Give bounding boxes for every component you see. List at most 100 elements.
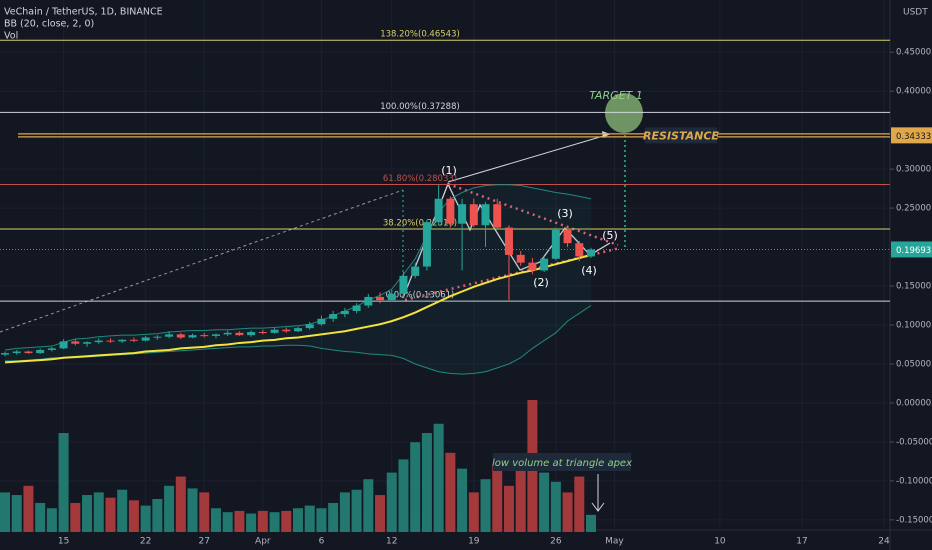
bb-fill bbox=[5, 184, 591, 375]
candle-body bbox=[540, 258, 549, 271]
candle-body bbox=[481, 204, 490, 226]
candle-body bbox=[188, 335, 197, 338]
candle-body bbox=[165, 334, 174, 337]
fib-label: 138.20%(0.46543) bbox=[380, 30, 460, 40]
volume-bar bbox=[23, 485, 34, 532]
y-tick-label: 0.10000 bbox=[896, 321, 931, 331]
volume-bar bbox=[210, 508, 221, 532]
candle-body bbox=[317, 318, 326, 325]
volume-bar bbox=[281, 510, 292, 532]
bb-basis bbox=[4, 253, 592, 364]
candle-body bbox=[294, 328, 302, 332]
volume-bar bbox=[46, 508, 57, 532]
price-tag bbox=[891, 127, 932, 144]
projection-arrow bbox=[447, 133, 611, 183]
candle-body bbox=[247, 332, 256, 336]
volume-bar bbox=[398, 459, 409, 532]
volume-bar bbox=[70, 502, 81, 532]
volume-bar bbox=[433, 423, 444, 532]
volume-bar bbox=[480, 479, 491, 532]
candle-body bbox=[153, 336, 162, 338]
candle-body bbox=[270, 329, 279, 333]
price-tag bbox=[891, 241, 932, 258]
trend-line bbox=[0, 189, 404, 333]
volume-bar bbox=[421, 433, 432, 532]
x-tick-label: 10 bbox=[714, 537, 726, 547]
volume-bar bbox=[503, 485, 514, 532]
y-tick-label: -0.15000 bbox=[896, 515, 932, 525]
volume-bar bbox=[539, 472, 550, 532]
candle-body bbox=[36, 349, 45, 354]
volume-note: low volume at triangle apex bbox=[492, 458, 632, 469]
candle-body bbox=[411, 266, 420, 276]
candle-body bbox=[24, 351, 33, 354]
candle-body bbox=[340, 310, 349, 315]
candle-body bbox=[118, 339, 127, 342]
volume-bar bbox=[246, 513, 257, 532]
candle-body bbox=[211, 334, 220, 336]
candle-body bbox=[446, 198, 455, 224]
volume-bar bbox=[293, 508, 303, 532]
volume-bar bbox=[339, 492, 350, 532]
x-tick-label: 24 bbox=[878, 537, 890, 547]
fib-label: 38.20%(0.22316) bbox=[383, 219, 457, 229]
volume-bar bbox=[492, 466, 503, 532]
volume-bar bbox=[58, 433, 69, 532]
wave-label: (4) bbox=[581, 264, 597, 277]
candle-body bbox=[12, 351, 21, 354]
candle-body bbox=[83, 342, 92, 344]
volume-bar bbox=[82, 495, 93, 532]
wave-label: (1) bbox=[441, 164, 457, 177]
volume-bar bbox=[410, 442, 421, 532]
volume-bar bbox=[562, 492, 573, 532]
volume-bar bbox=[468, 492, 479, 532]
x-tick-label: May bbox=[605, 537, 624, 547]
x-tick-label: 27 bbox=[199, 537, 210, 547]
candle-body bbox=[258, 332, 267, 334]
y-tick-label: 0.25000 bbox=[896, 204, 931, 214]
volume-bar bbox=[187, 488, 198, 532]
volume-bar bbox=[386, 472, 397, 532]
volume-bar bbox=[457, 468, 468, 532]
candle-body bbox=[200, 335, 209, 337]
y-tick-label: -0.05000 bbox=[896, 437, 932, 447]
candle-body bbox=[47, 348, 56, 350]
volume-bar bbox=[93, 492, 104, 532]
target-marker bbox=[605, 93, 643, 133]
indicator-label: BB (20, close, 2, 0) bbox=[4, 19, 94, 30]
fib-label: 0.00%(0.13061) bbox=[386, 291, 455, 301]
y-tick-label: 0.15000 bbox=[896, 282, 931, 292]
volume-bar bbox=[152, 499, 163, 532]
y-tick-label: 0.00000 bbox=[896, 398, 931, 408]
candle-body bbox=[469, 204, 478, 226]
candle-body bbox=[235, 332, 244, 336]
candle-body bbox=[458, 204, 467, 224]
candle-body bbox=[551, 229, 560, 259]
candle-body bbox=[434, 198, 443, 223]
price-tag-label: 0.34333 bbox=[896, 132, 931, 142]
volume-bar bbox=[586, 514, 596, 532]
triangle-upper bbox=[447, 182, 619, 247]
volume-bar bbox=[105, 497, 116, 532]
volume-bar bbox=[328, 502, 339, 532]
x-tick-label: 6 bbox=[319, 537, 325, 547]
x-tick-label: 12 bbox=[386, 537, 397, 547]
x-tick-label: 15 bbox=[58, 537, 69, 547]
wave-label: (5) bbox=[602, 229, 618, 242]
volume-bar bbox=[140, 505, 151, 532]
candle-body bbox=[364, 296, 373, 306]
volume-bar bbox=[35, 502, 46, 532]
volume-bar bbox=[363, 479, 374, 532]
candle-body bbox=[141, 337, 150, 341]
target-label: TARGET 1 bbox=[589, 89, 643, 102]
indicator-label: Vol bbox=[4, 31, 18, 42]
fib-label: 61.80%(0.28033) bbox=[383, 174, 457, 184]
resistance-label: RESISTANCE bbox=[643, 129, 719, 142]
volume-bar bbox=[351, 489, 362, 532]
wave-label: (3) bbox=[557, 207, 573, 220]
candle-body bbox=[493, 204, 502, 228]
y-tick-label: -0.10000 bbox=[896, 476, 932, 486]
candle-body bbox=[282, 329, 291, 332]
volume-bar bbox=[257, 510, 268, 532]
volume-bar bbox=[0, 492, 10, 532]
